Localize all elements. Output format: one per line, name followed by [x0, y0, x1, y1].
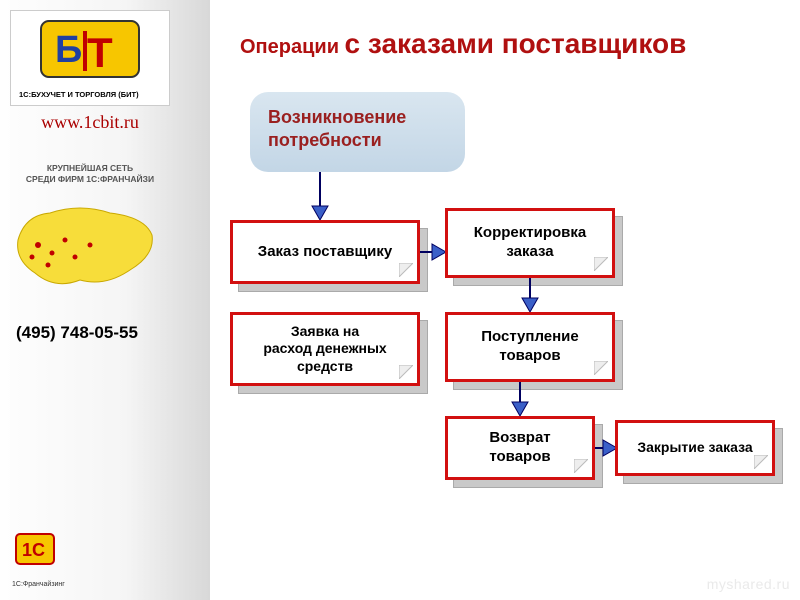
svg-text:1C: 1C [22, 540, 45, 560]
node-request: Заявка на расход денежных средств [230, 312, 420, 386]
title-main: с заказами поставщиков [345, 28, 687, 59]
node-correct-line2: заказа [474, 243, 586, 262]
node-return: Возврат товаров [445, 416, 595, 480]
logo-caption: 1С:БУХУЧЕТ И ТОРГОВЛЯ (БИТ) [17, 91, 163, 99]
website-url: www.1cbit.ru [10, 112, 170, 133]
node-correct-line1: Корректировка [474, 224, 586, 243]
node-receive-line2: товаров [481, 347, 579, 366]
node-need-line1: Возникновение [268, 106, 406, 129]
node-need: Возникновение потребности [250, 92, 465, 172]
node-need-line2: потребности [268, 129, 406, 152]
pagefold-icon [594, 361, 608, 375]
company-logo: Б Т 1С:БУХУЧЕТ И ТОРГОВЛЯ (БИТ) [10, 10, 170, 106]
node-request-line1: Заявка на [263, 323, 386, 341]
page-title: Операции с заказами поставщиков [240, 28, 686, 60]
one-c-logo: 1C 1С:Франчайзинг [12, 530, 72, 588]
map-icon [10, 195, 160, 305]
tagline-line2: СРЕДИ ФИРМ 1С:ФРАНЧАЙЗИ [10, 174, 170, 185]
node-correct: Корректировка заказа [445, 208, 615, 278]
tagline-line1: КРУПНЕЙШАЯ СЕТЬ [10, 163, 170, 174]
one-c-label: 1С:Франчайзинг [12, 581, 72, 588]
svg-text:Б: Б [55, 29, 82, 71]
node-order-label: Заказ поставщику [258, 243, 392, 262]
tagline: КРУПНЕЙШАЯ СЕТЬ СРЕДИ ФИРМ 1С:ФРАНЧАЙЗИ [10, 163, 170, 185]
title-prefix: Операции [240, 36, 345, 58]
arrow-correct-receive [516, 278, 544, 314]
node-return-line2: товаров [489, 448, 550, 467]
one-c-icon: 1C [12, 530, 72, 580]
node-close-label: Закрытие заказа [637, 439, 752, 457]
sidebar-inner: Б Т 1С:БУХУЧЕТ И ТОРГОВЛЯ (БИТ) www.1cbi… [10, 10, 170, 343]
node-receive: Поступление товаров [445, 312, 615, 382]
node-order: Заказ поставщику [230, 220, 420, 284]
arrow-need-order [306, 172, 334, 222]
node-receive-line1: Поступление [481, 328, 579, 347]
pagefold-icon [594, 257, 608, 271]
node-close: Закрытие заказа [615, 420, 775, 476]
main-area: Операции с заказами поставщиков Возникно… [210, 0, 800, 600]
arrow-order-correct [420, 240, 448, 264]
pagefold-icon [399, 263, 413, 277]
pagefold-icon [399, 365, 413, 379]
arrow-receive-return [506, 382, 534, 418]
sidebar: Б Т 1С:БУХУЧЕТ И ТОРГОВЛЯ (БИТ) www.1cbi… [0, 0, 210, 600]
pagefold-icon [574, 459, 588, 473]
phone-number: (495) 748-05-55 [10, 323, 170, 343]
bit-logo-icon: Б Т [35, 17, 145, 87]
node-request-line2: расход денежных [263, 340, 386, 358]
watermark: myshared.ru [707, 576, 790, 592]
russia-map [10, 195, 160, 305]
pagefold-icon [754, 455, 768, 469]
node-request-line3: средств [263, 358, 386, 376]
node-return-line1: Возврат [489, 429, 550, 448]
svg-text:Т: Т [87, 29, 113, 76]
